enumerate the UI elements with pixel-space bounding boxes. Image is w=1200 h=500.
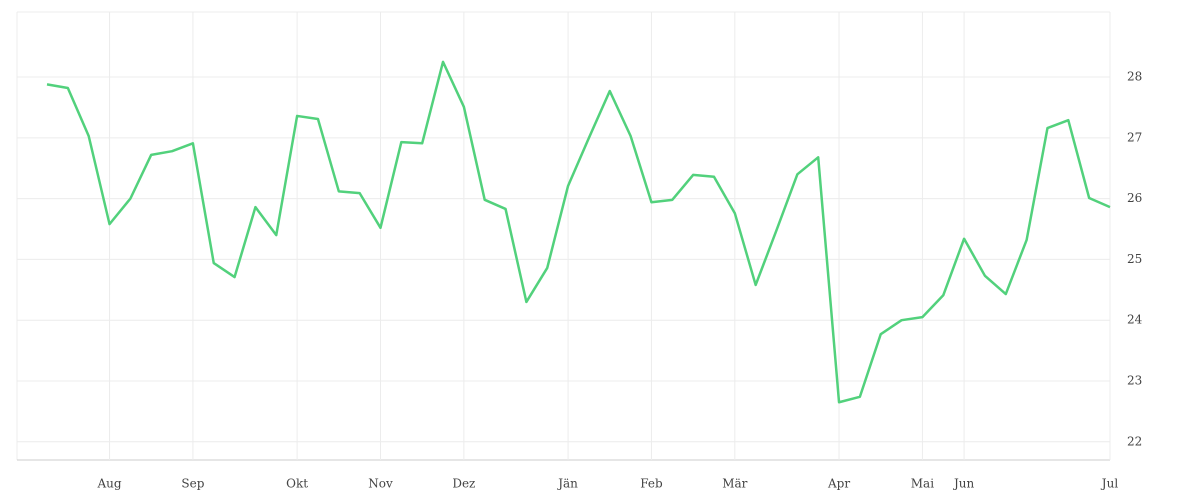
y-tick-label: 28	[1127, 70, 1142, 84]
x-tick-label: Jul	[1100, 477, 1119, 491]
y-tick-label: 26	[1127, 191, 1142, 205]
y-tick-label: 25	[1127, 252, 1142, 266]
x-tick-label: Aug	[96, 477, 121, 491]
x-tick-label: Mär	[722, 477, 747, 491]
line	[46, 60, 1111, 404]
x-tick-label: Jun	[952, 477, 975, 491]
x-tick-label: Dez	[452, 477, 475, 491]
x-tick-label: Nov	[368, 477, 393, 491]
y-tick-label: 27	[1127, 130, 1142, 144]
x-tick-label: Okt	[286, 477, 308, 491]
x-tick-label: Feb	[640, 477, 663, 491]
x-tick-label: Mai	[911, 477, 934, 491]
y-tick-label: 24	[1127, 313, 1143, 327]
y-tick-label: 23	[1127, 373, 1142, 387]
x-tick-label: Apr	[827, 477, 850, 491]
x-tick-label: Sep	[181, 477, 204, 491]
y-tick-label: 22	[1127, 434, 1142, 448]
x-tick-label: Jän	[556, 477, 578, 491]
